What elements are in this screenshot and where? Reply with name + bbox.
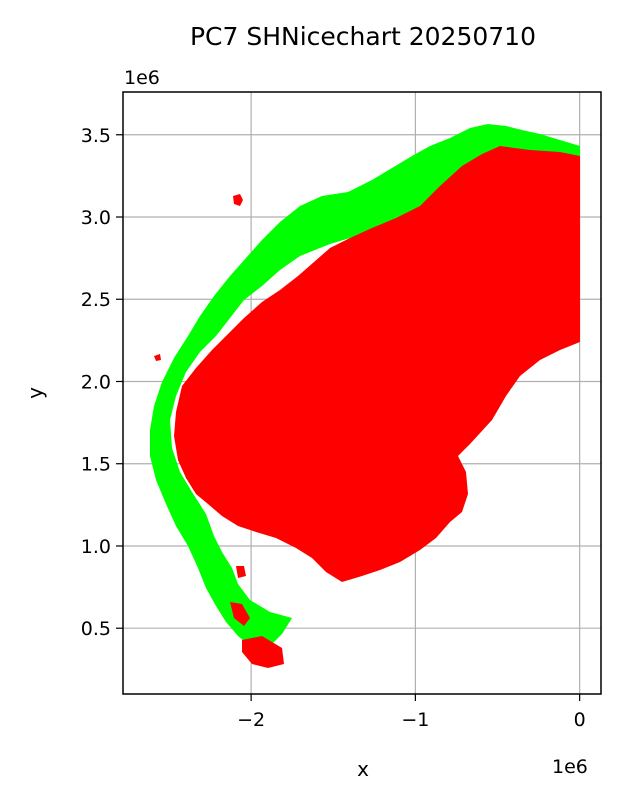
y-axis: 0.5 1.0 1.5 2.0 2.5 3.0 3.5 [81,125,123,640]
ice-fragment-east [236,566,246,578]
y-tick-label: 3.0 [81,207,111,229]
map-regions [150,124,580,668]
x-axis-label: x [357,757,369,781]
ice-region [174,146,580,582]
ice-region-strip [230,602,250,626]
ice-region-south [242,636,284,668]
x-tick-label: −2 [237,709,265,731]
y-tick-label: 3.5 [81,125,111,147]
y-tick-label: 2.5 [81,289,111,311]
x-tick-label: −1 [401,709,429,731]
ice-fragment-small [154,354,161,361]
plot-area [122,91,602,695]
y-tick-label: 0.5 [81,618,111,640]
edge-region [150,124,580,646]
y-tick-label: 1.0 [81,536,111,558]
x-offset-label: 1e6 [552,756,588,778]
plot-frame [122,91,602,695]
x-tick-label: 0 [574,709,586,731]
y-tick-label: 2.0 [81,371,111,393]
ice-fragment [233,194,243,206]
chart-title: PC7 SHNicechart 20250710 [190,22,536,51]
y-tick-label: 1.5 [81,454,111,476]
y-offset-label: 1e6 [124,67,160,89]
x-axis: −2 −1 0 [237,694,586,731]
y-axis-label: y [23,387,47,399]
